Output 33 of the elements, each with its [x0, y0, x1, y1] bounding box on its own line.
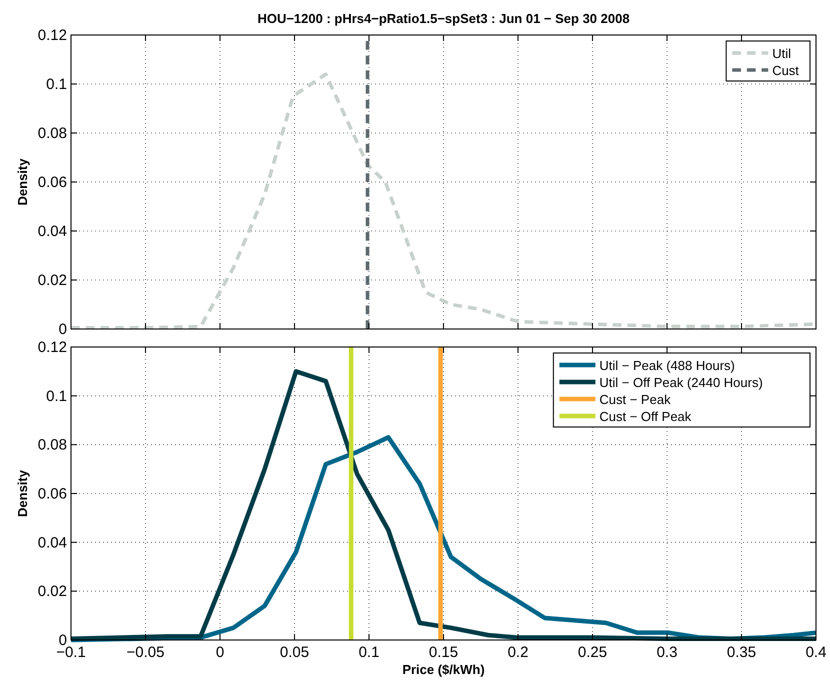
x-tick-label: 0 [216, 644, 224, 661]
x-tick-label: 0.15 [428, 644, 458, 661]
x-tick-label: 0.35 [726, 644, 756, 661]
y-tick-label: 0.02 [38, 272, 67, 289]
y-tick-label: 0.08 [38, 436, 67, 454]
x-tick-label: 0.2 [508, 644, 528, 661]
legend-label: Cust − Off Peak [599, 409, 692, 424]
legend-label: Cust − Peak [599, 392, 672, 407]
y-tick-label: 0.06 [38, 486, 67, 502]
x-tick-label: 0.1 [358, 644, 380, 661]
legend-label: Util − Peak (488 Hours) [599, 358, 735, 373]
y-tick-label: 0.12 [38, 27, 67, 44]
x-tick-label: 0.25 [578, 644, 608, 661]
y-tick-label: 0.02 [38, 583, 67, 600]
x-axis-title: Price ($/kWh) [402, 662, 485, 677]
y-tick-label: 0.08 [38, 125, 67, 142]
x-tick-label: 0.05 [280, 644, 310, 661]
y-tick-label: 0.04 [38, 223, 67, 240]
y-tick-label: 0.04 [38, 534, 67, 552]
y-tick-label: 0.1 [46, 76, 67, 93]
y-axis-title: Density [15, 469, 30, 517]
y-tick-label: 0.1 [46, 388, 67, 405]
y-tick-label: 0 [58, 321, 67, 338]
legend-label: Cust [772, 63, 800, 78]
x-tick-label: −0.05 [126, 644, 164, 661]
y-tick-label: 0.06 [38, 174, 67, 191]
legend-label: Util − Off Peak (2440 Hours) [599, 375, 763, 390]
chart-title: HOU−1200 : pHrs4−pRatio1.5−spSet3 : Jun 01 − Sep 30 2008 [257, 11, 630, 26]
y-axis-title: Density [15, 158, 30, 206]
y-tick-label: 0.12 [38, 339, 67, 356]
legend-label: Util [772, 46, 792, 61]
x-tick-label: 0.4 [806, 644, 826, 661]
x-tick-label: 0.3 [656, 644, 678, 661]
